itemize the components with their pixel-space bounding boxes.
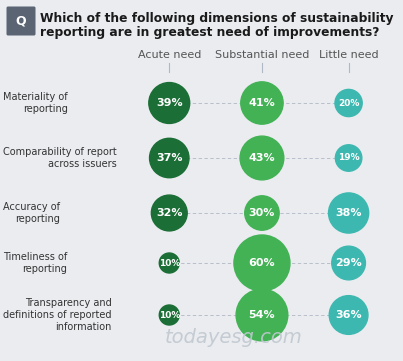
Circle shape [329, 296, 368, 334]
Text: Materiality of
reporting: Materiality of reporting [3, 92, 68, 114]
Circle shape [159, 305, 179, 325]
Text: 41%: 41% [249, 98, 275, 108]
Text: 36%: 36% [335, 310, 362, 320]
Text: 10%: 10% [158, 258, 180, 268]
Text: Little need: Little need [319, 50, 378, 60]
Circle shape [234, 235, 290, 291]
Text: 54%: 54% [249, 310, 275, 320]
Circle shape [240, 136, 284, 180]
Text: Acute need: Acute need [137, 50, 201, 60]
Circle shape [335, 90, 362, 117]
Text: Substantial need: Substantial need [215, 50, 309, 60]
Circle shape [152, 195, 187, 231]
Circle shape [245, 196, 279, 230]
Text: Timeliness of
reporting: Timeliness of reporting [3, 252, 67, 274]
Text: 29%: 29% [335, 258, 362, 268]
Text: Accuracy of
reporting: Accuracy of reporting [3, 202, 60, 224]
Circle shape [241, 82, 283, 124]
Circle shape [150, 138, 189, 178]
Text: 39%: 39% [156, 98, 183, 108]
Circle shape [335, 145, 362, 171]
Text: Which of the following dimensions of sustainability: Which of the following dimensions of sus… [40, 12, 393, 25]
Text: 30%: 30% [249, 208, 275, 218]
Text: 10%: 10% [158, 310, 180, 319]
Text: todayesg.com: todayesg.com [165, 328, 303, 347]
Text: 32%: 32% [156, 208, 183, 218]
Text: 43%: 43% [249, 153, 275, 163]
Circle shape [332, 246, 366, 280]
Text: 60%: 60% [249, 258, 275, 268]
Text: 19%: 19% [338, 153, 359, 162]
Circle shape [149, 83, 190, 123]
Text: 38%: 38% [335, 208, 362, 218]
Text: 37%: 37% [156, 153, 183, 163]
Circle shape [159, 253, 179, 273]
Text: reporting are in greatest need of improvements?: reporting are in greatest need of improv… [40, 26, 379, 39]
Text: Transparency and
definitions of reported
information: Transparency and definitions of reported… [3, 299, 112, 332]
FancyBboxPatch shape [6, 6, 35, 35]
Circle shape [328, 193, 369, 233]
Circle shape [236, 289, 288, 341]
Text: 20%: 20% [338, 99, 359, 108]
Text: Q: Q [16, 14, 26, 27]
Text: Comparability of report
across issuers: Comparability of report across issuers [3, 147, 117, 169]
